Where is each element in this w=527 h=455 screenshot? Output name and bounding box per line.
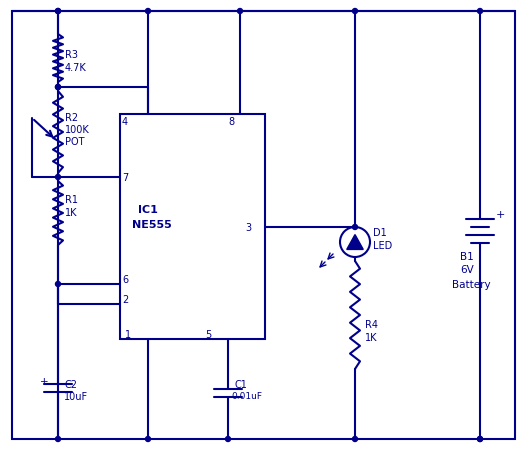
Circle shape	[55, 282, 61, 287]
Circle shape	[353, 225, 357, 230]
Circle shape	[340, 228, 370, 258]
Circle shape	[477, 436, 483, 441]
Text: 0.01uF: 0.01uF	[231, 392, 262, 400]
Bar	[120, 115, 265, 339]
Text: 2: 2	[122, 294, 128, 304]
Text: R4: R4	[365, 319, 378, 329]
Circle shape	[55, 86, 61, 90]
Circle shape	[238, 10, 242, 15]
Circle shape	[145, 10, 151, 15]
Circle shape	[145, 436, 151, 441]
Text: 5: 5	[205, 329, 211, 339]
Text: 1: 1	[125, 329, 131, 339]
Circle shape	[477, 10, 483, 15]
Circle shape	[55, 436, 61, 441]
Circle shape	[55, 10, 61, 15]
Circle shape	[353, 10, 357, 15]
Text: C2: C2	[64, 379, 77, 389]
Text: 7: 7	[122, 172, 128, 182]
Text: 4.7K: 4.7K	[65, 63, 87, 73]
Text: +: +	[40, 376, 48, 386]
Text: +: +	[496, 210, 505, 219]
Text: R3: R3	[65, 50, 78, 60]
Circle shape	[353, 436, 357, 441]
Text: 3: 3	[245, 222, 251, 233]
Text: B1: B1	[460, 252, 474, 262]
Text: 8: 8	[228, 117, 234, 127]
Circle shape	[477, 436, 483, 441]
Text: R2: R2	[65, 113, 78, 123]
Text: LED: LED	[373, 241, 392, 250]
Circle shape	[55, 86, 61, 90]
Polygon shape	[347, 235, 363, 250]
Text: 100K: 100K	[65, 125, 90, 135]
Text: 1K: 1K	[365, 332, 377, 342]
Text: 1K: 1K	[65, 207, 77, 217]
Text: 6: 6	[122, 274, 128, 284]
Circle shape	[226, 436, 230, 441]
Circle shape	[55, 175, 61, 180]
Text: IC1: IC1	[138, 205, 158, 214]
Text: POT: POT	[65, 136, 84, 147]
Text: D1: D1	[373, 228, 387, 238]
Text: R1: R1	[65, 195, 78, 205]
Text: 6V: 6V	[460, 264, 474, 274]
Circle shape	[55, 10, 61, 15]
Text: 4: 4	[122, 117, 128, 127]
Text: 10uF: 10uF	[64, 391, 88, 401]
Text: NE555: NE555	[132, 219, 172, 229]
Text: C1: C1	[234, 379, 247, 389]
Text: Battery: Battery	[452, 279, 491, 289]
